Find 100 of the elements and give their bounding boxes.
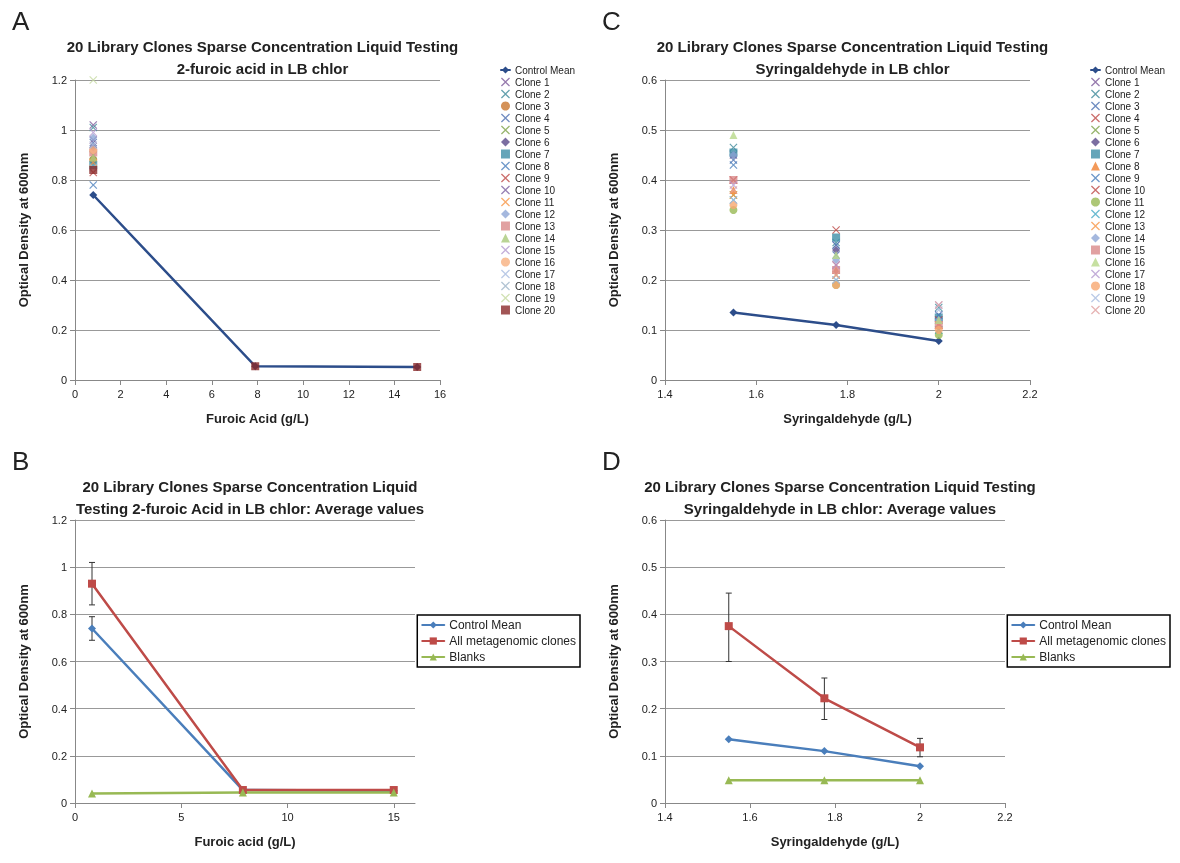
x-tick-label: 12 — [342, 387, 355, 400]
y-tick-label: 0 — [60, 797, 67, 809]
y-tick-label: 0.3 — [641, 655, 657, 668]
y-tick-label: 0.5 — [641, 124, 657, 136]
y-tick-label: 0 — [650, 797, 657, 809]
legend-label: Clone 15 — [1104, 244, 1146, 256]
x-tick-label: 1.4 — [657, 810, 673, 823]
x-tick-label: 2 — [935, 387, 942, 400]
legend-label: Clone 16 — [514, 256, 556, 268]
legend-label: Clone 17 — [514, 268, 556, 280]
chart-title: 20 Library Clones Sparse Concentration Liquid Testing 2-furoic acid in LB chlor — [66, 37, 459, 77]
legend-label: Clone 11 — [514, 196, 555, 208]
y-axis-title: Optical Density at 600nm — [16, 584, 31, 739]
legend-label: Clone 3 — [1104, 100, 1140, 112]
legend-label: Clone 3 — [514, 100, 550, 112]
legend-label: Clone 2 — [514, 88, 550, 100]
x-axis-title: Furoic acid (g/L) — [194, 834, 296, 849]
x-tick-label: 4 — [163, 387, 170, 400]
x-tick-label: 1.8 — [827, 810, 843, 823]
legend-label: Clone 20 — [1104, 304, 1146, 316]
y-tick-label: 0.6 — [51, 655, 67, 668]
x-tick-label: 16 — [433, 387, 447, 400]
x-axis-title: Furoic Acid (g/L) — [206, 411, 309, 426]
x-tick-label: 0 — [71, 810, 79, 823]
legend-label: Clone 9 — [514, 172, 550, 184]
legend-label: Clone 9 — [1104, 172, 1140, 184]
legend-label: Clone 4 — [514, 112, 550, 124]
y-tick-label: 1.2 — [51, 514, 67, 526]
y-tick-label: 0.4 — [51, 702, 67, 715]
legend-label: Clone 2 — [1104, 88, 1140, 100]
legend-label: Clone 19 — [514, 292, 556, 304]
legend-label: All metagenomic clones — [449, 634, 577, 648]
legend-label: Control Mean — [449, 618, 522, 632]
legend-label: Clone 12 — [1104, 208, 1146, 220]
legend-label: Clone 18 — [1104, 280, 1146, 292]
y-tick-label: 0.6 — [51, 224, 67, 236]
x-tick-label: 2.2 — [1022, 387, 1038, 400]
text: A — [12, 6, 30, 36]
y-tick-label: 0.8 — [51, 174, 67, 186]
y-tick-label: 0.2 — [51, 749, 67, 762]
y-tick-label: 0.6 — [641, 514, 657, 526]
y-tick-label: 0.4 — [641, 174, 657, 186]
legend-label: Clone 17 — [1104, 268, 1146, 280]
legend-label: Clone 6 — [514, 136, 550, 148]
legend-label: Clone 1 — [514, 76, 550, 88]
x-tick-label: 1.4 — [657, 387, 673, 400]
y-tick-label: 1.2 — [51, 74, 67, 86]
legend-label: Blanks — [1039, 650, 1076, 664]
legend-label: Clone 16 — [1104, 256, 1146, 268]
legend-label: Clone 19 — [1104, 292, 1146, 304]
y-tick-label: 0.2 — [51, 324, 67, 336]
legend-label: Blanks — [449, 650, 486, 664]
legend-label: Clone 13 — [514, 220, 556, 232]
x-tick-label: 15 — [387, 810, 400, 823]
legend-label: Clone 8 — [514, 160, 550, 172]
legend-label: Control Mean — [514, 64, 575, 76]
x-tick-label: 0 — [71, 387, 79, 400]
legend-label: Clone 7 — [1104, 148, 1140, 160]
legend-label: Clone 5 — [514, 124, 550, 136]
y-tick-label: 1 — [60, 561, 67, 574]
legend-label: Control Mean — [1104, 64, 1165, 76]
text: D — [602, 446, 621, 476]
y-tick-label: 0.8 — [51, 608, 67, 621]
x-tick-label: 10 — [281, 810, 294, 823]
legend-label: Clone 11 — [1104, 196, 1145, 208]
y-tick-label: 0.5 — [641, 561, 657, 574]
chart-title: 20 Library Clones Sparse Concentration Liquid Testing Syringaldehyde in LB chlor: Average values — [644, 477, 1036, 517]
legend-label: Clone 15 — [514, 244, 556, 256]
x-axis-title: Syringaldehyde (g/L) — [783, 411, 912, 426]
y-axis-title: Optical Density at 600nm — [16, 152, 31, 308]
legend-label: Clone 14 — [514, 232, 556, 244]
chart-title: 20 Library Clones Sparse Concentration Liquid Testing Syringaldehyde in LB chlor — [656, 37, 1049, 77]
y-tick-label: 0 — [650, 374, 657, 386]
legend-label: Clone 13 — [1104, 220, 1146, 232]
x-tick-label: 14 — [388, 387, 401, 400]
y-tick-label: 0.6 — [641, 74, 657, 86]
x-tick-label: 10 — [297, 387, 310, 400]
y-tick-label: 0.1 — [641, 324, 657, 336]
x-tick-label: 1.6 — [748, 387, 764, 400]
y-tick-label: 0.2 — [641, 274, 657, 286]
y-tick-label: 0.4 — [641, 608, 657, 621]
legend-label: Clone 10 — [514, 184, 556, 196]
legend-label: Clone 4 — [1104, 112, 1140, 124]
y-tick-label: 0.3 — [641, 224, 657, 236]
legend-label: Clone 6 — [1104, 136, 1140, 148]
x-tick-label: 1.8 — [839, 387, 856, 400]
text: B — [12, 446, 30, 476]
x-tick-label: 8 — [254, 387, 261, 400]
x-tick-label: 1.6 — [742, 810, 758, 823]
x-tick-label: 6 — [208, 387, 215, 400]
legend-label: Clone 5 — [1104, 124, 1140, 136]
legend-label: Clone 18 — [514, 280, 556, 292]
x-tick-label: 2.2 — [997, 810, 1013, 823]
legend-label: Clone 14 — [1104, 232, 1146, 244]
y-axis-title: Optical Density at 600nm — [606, 152, 621, 308]
chart-title: 20 Library Clones Sparse Concentration Liquid Testing 2-furoic Acid in LB chlor: Average values — [75, 477, 425, 517]
y-tick-label: 1 — [60, 124, 67, 136]
y-axis-title: Optical Density at 600nm — [606, 584, 621, 739]
legend-label: Control Mean — [1039, 618, 1112, 632]
y-tick-label: 0.2 — [641, 702, 657, 715]
